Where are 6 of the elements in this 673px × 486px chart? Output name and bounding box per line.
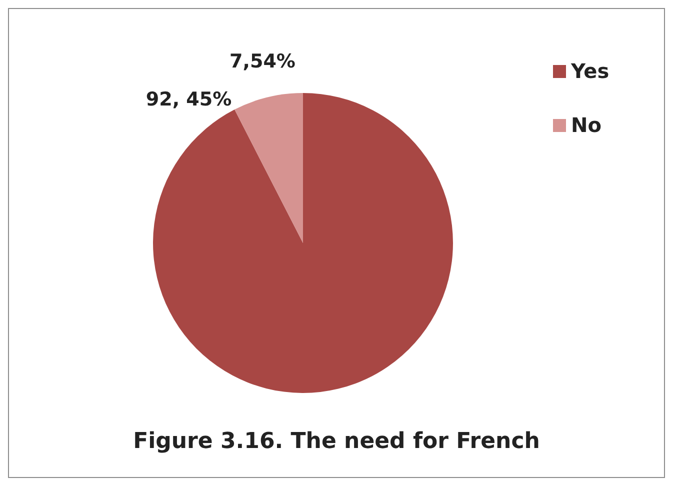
data-label: 7,54% [230, 50, 296, 72]
text: Figure 3.16. The need for French [133, 429, 540, 454]
pie-slice [234, 93, 303, 243]
data-label: 92, 45% [146, 88, 232, 111]
legend-label: No [571, 113, 602, 137]
legend-label: Yes [570, 59, 610, 83]
